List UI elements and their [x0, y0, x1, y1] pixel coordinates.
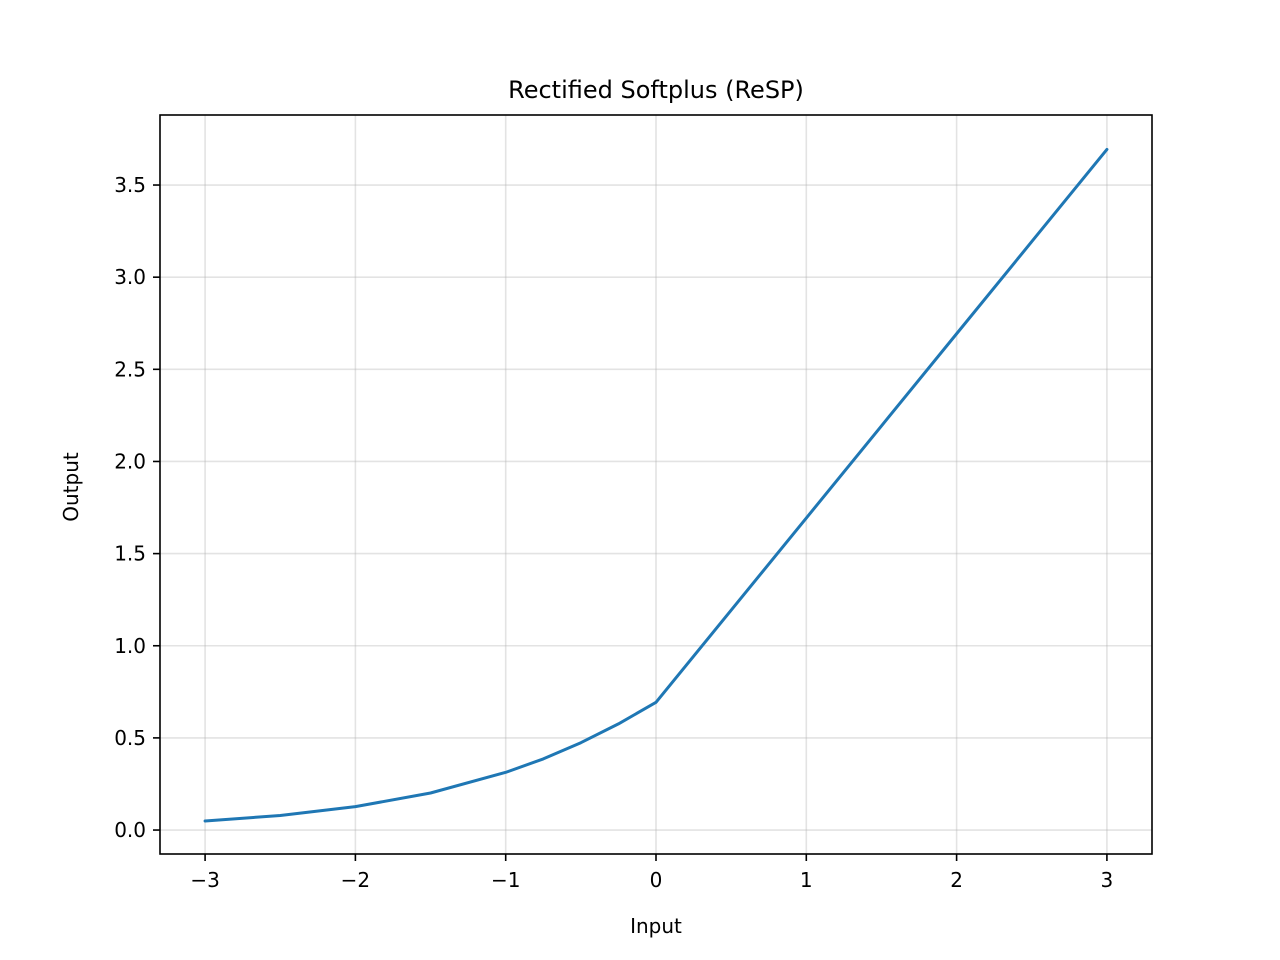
- series-line: [203, 147, 1109, 823]
- chart-title: Rectified Softplus (ReSP): [508, 76, 804, 104]
- y-tick-label: 1.5: [114, 542, 146, 566]
- x-tick-label: 3: [1101, 868, 1114, 892]
- x-tick-label: 0: [650, 868, 663, 892]
- y-tick-label: 2.5: [114, 357, 146, 381]
- y-axis-label: Output: [59, 452, 83, 522]
- grid-layer: [160, 115, 1152, 854]
- y-tick-label: 2.0: [114, 449, 146, 473]
- series-layer: [203, 147, 1109, 823]
- x-tick-label: −2: [341, 868, 370, 892]
- x-tick-label: 1: [800, 868, 813, 892]
- y-tick-label: 0.0: [114, 818, 146, 842]
- y-tick-label: 3.0: [114, 265, 146, 289]
- x-tick-label: −1: [491, 868, 520, 892]
- y-tick-label: 3.5: [114, 173, 146, 197]
- y-tick-label: 1.0: [114, 634, 146, 658]
- x-tick-label: 2: [950, 868, 963, 892]
- x-axis-label: Input: [630, 914, 682, 938]
- y-tick-label: 0.5: [114, 726, 146, 750]
- x-tick-label: −3: [190, 868, 219, 892]
- ticks-layer: −3 −2 −1 0 1 2 3 0.0 0.5 1.0 1.5 2.0 2.5 3.0 3.5: [114, 173, 1113, 892]
